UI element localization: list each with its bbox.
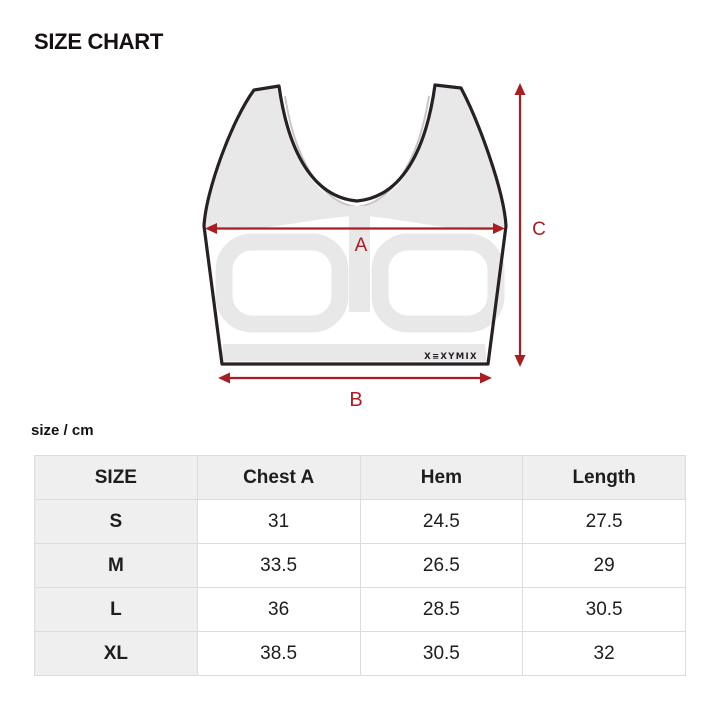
size-cell: L [34, 587, 198, 632]
left-cup-seam [215, 233, 349, 333]
measure-label-b: B [349, 389, 362, 411]
bra-outline [202, 83, 508, 366]
size-cell: M [34, 543, 198, 588]
hem-cell: 24.5 [359, 499, 524, 544]
right-cup-seam [371, 233, 505, 333]
table-row-s: S 31 24.5 27.5 [34, 499, 686, 544]
table-header-size: SIZE [34, 455, 198, 500]
table-header-length: Length [522, 455, 686, 500]
arrowhead-b-right [480, 372, 492, 384]
table-header-hem: Hem [359, 455, 524, 500]
length-cell: 29 [522, 543, 686, 588]
measure-arrow-b: B [218, 372, 492, 411]
center-gusset-strip [349, 206, 370, 312]
size-table-head: SIZE Chest A Hem Length [34, 455, 686, 500]
brand-logo: X≡XYMIX [424, 352, 478, 362]
table-row-m: M 33.5 26.5 29 [34, 543, 686, 588]
length-cell: 32 [522, 631, 686, 676]
chest-cell: 33.5 [196, 543, 361, 588]
measure-label-a: A [355, 235, 368, 256]
table-row-xl: XL 38.5 30.5 32 [34, 631, 686, 676]
measure-label-c: C [532, 219, 546, 240]
chest-cell: 36 [196, 587, 361, 632]
hem-cell: 28.5 [359, 587, 524, 632]
hem-band [221, 344, 487, 362]
hem-cell: 26.5 [359, 543, 524, 588]
size-cell: XL [34, 631, 198, 676]
hem-cell: 30.5 [359, 631, 524, 676]
arrowhead-a-left [205, 223, 217, 234]
chest-cell: 38.5 [196, 631, 361, 676]
measure-arrow-c: C [514, 83, 546, 367]
length-cell: 27.5 [522, 499, 686, 544]
page-title: SIZE CHART [34, 29, 164, 54]
arrowhead-a-right [493, 223, 505, 234]
size-cell: S [34, 499, 198, 544]
length-cell: 30.5 [522, 587, 686, 632]
unit-label: size / cm [31, 422, 94, 439]
size-table-body: S 31 24.5 27.5 M 33.5 26.5 29 L 36 28.5 … [34, 499, 686, 676]
size-table: SIZE Chest A Hem Length S 31 24.5 27.5 M… [34, 455, 686, 676]
arrowhead-c-bottom [514, 355, 526, 367]
arrowhead-c-top [514, 83, 526, 95]
table-header-row: SIZE Chest A Hem Length [34, 455, 686, 500]
measure-arrow-a: A [205, 223, 505, 256]
bra-measurement-diagram: X≡XYMIX A B C [202, 83, 546, 411]
table-header-chest: Chest A [196, 455, 361, 500]
table-row-l: L 36 28.5 30.5 [34, 587, 686, 632]
chest-cell: 31 [196, 499, 361, 544]
bra-yoke-panel [204, 85, 506, 231]
arrowhead-b-left [218, 372, 230, 384]
